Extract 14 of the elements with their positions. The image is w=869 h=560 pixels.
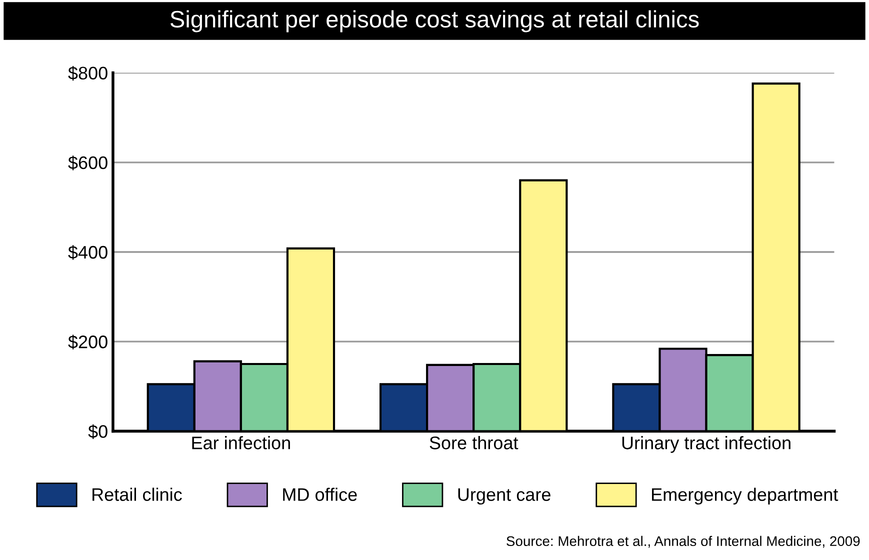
y-tick-label: $0 <box>88 424 108 439</box>
y-tick-label: $600 <box>68 156 108 170</box>
y-tick-label: $800 <box>68 66 108 81</box>
x-tick-label: Urinary tract infection <box>622 436 790 453</box>
legend-label: Urgent care <box>458 488 550 505</box>
chart-title: Significant per episode cost savings at retail clinics <box>170 10 699 32</box>
x-tick-label: Sore throat <box>430 436 518 450</box>
x-tick-label: Ear infection <box>192 436 290 450</box>
y-tick-label: $400 <box>68 245 108 260</box>
legend-label: MD office <box>283 488 357 501</box>
source-note: Source: Mehrotra et al., Annals of Internal Medicine, 2009 <box>506 536 860 548</box>
y-tick-label: $200 <box>68 334 108 350</box>
legend-label: Retail clinic <box>92 488 182 501</box>
legend-label: Emergency department <box>652 488 838 505</box>
